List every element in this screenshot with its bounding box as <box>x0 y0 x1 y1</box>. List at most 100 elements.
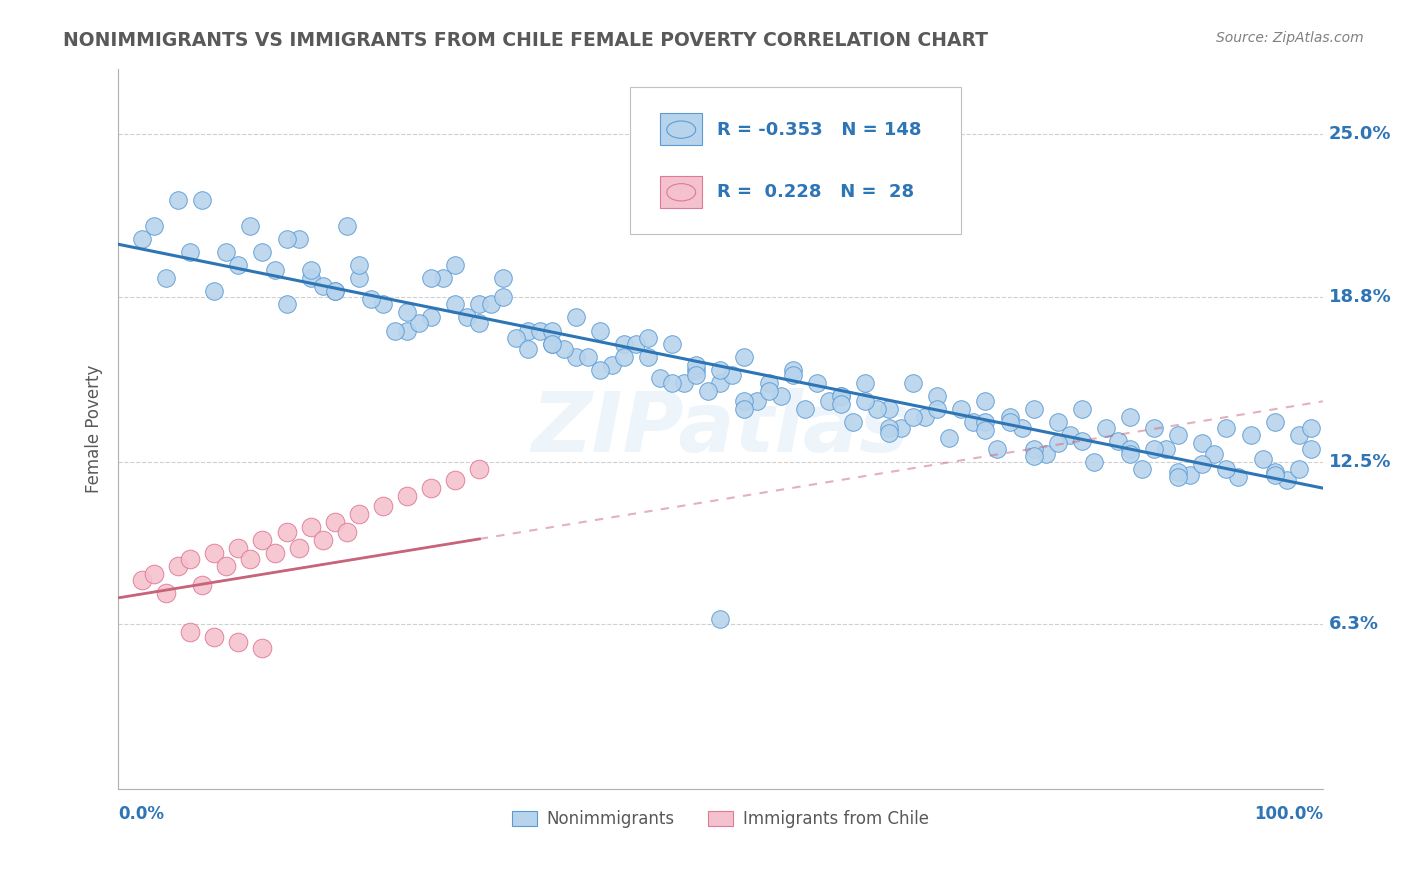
Point <box>1191 457 1213 471</box>
Point <box>1167 465 1189 479</box>
Point <box>396 305 419 319</box>
Point <box>179 551 201 566</box>
Point <box>685 368 707 383</box>
Point <box>143 219 166 233</box>
Point <box>540 324 562 338</box>
Point <box>1154 442 1177 456</box>
Point <box>890 420 912 434</box>
Point <box>758 384 780 398</box>
Point <box>613 350 636 364</box>
Point <box>371 297 394 311</box>
Point <box>155 585 177 599</box>
Point <box>540 336 562 351</box>
Point <box>1119 442 1142 456</box>
Point <box>1130 462 1153 476</box>
Point <box>998 410 1021 425</box>
Point <box>1070 402 1092 417</box>
Point <box>492 271 515 285</box>
Point <box>830 389 852 403</box>
Point <box>1059 428 1081 442</box>
Point <box>1022 402 1045 417</box>
Point <box>1191 436 1213 450</box>
Point <box>360 292 382 306</box>
Point <box>481 297 503 311</box>
Text: 0.0%: 0.0% <box>118 805 165 823</box>
Point <box>492 289 515 303</box>
Point <box>962 415 984 429</box>
Text: R =  0.228   N =  28: R = 0.228 N = 28 <box>717 183 914 202</box>
Point <box>769 389 792 403</box>
Point <box>312 279 335 293</box>
Point <box>179 244 201 259</box>
Point <box>1035 447 1057 461</box>
Point <box>323 515 346 529</box>
Text: NONIMMIGRANTS VS IMMIGRANTS FROM CHILE FEMALE POVERTY CORRELATION CHART: NONIMMIGRANTS VS IMMIGRANTS FROM CHILE F… <box>63 31 988 50</box>
Point <box>1288 462 1310 476</box>
Point <box>661 336 683 351</box>
Point <box>877 402 900 417</box>
Point <box>1046 415 1069 429</box>
Point <box>252 244 274 259</box>
Point <box>1011 420 1033 434</box>
Point <box>830 397 852 411</box>
Point <box>143 567 166 582</box>
Text: 25.0%: 25.0% <box>1329 125 1392 143</box>
Point <box>927 389 949 403</box>
Point <box>600 358 623 372</box>
Point <box>974 423 997 437</box>
Point <box>444 473 467 487</box>
Point <box>228 635 250 649</box>
Circle shape <box>666 121 696 138</box>
Point <box>131 573 153 587</box>
Point <box>806 376 828 390</box>
Point <box>1167 428 1189 442</box>
Point <box>1022 442 1045 456</box>
Point <box>215 244 238 259</box>
Point <box>986 442 1008 456</box>
Point <box>228 541 250 555</box>
Point <box>1239 428 1261 442</box>
Point <box>758 376 780 390</box>
Point <box>1119 447 1142 461</box>
Point <box>323 285 346 299</box>
Point <box>420 271 443 285</box>
Point <box>685 358 707 372</box>
Point <box>167 193 190 207</box>
Point <box>408 316 430 330</box>
Point <box>444 258 467 272</box>
Point <box>648 371 671 385</box>
Point <box>782 363 804 377</box>
Point <box>239 219 262 233</box>
Point <box>336 219 359 233</box>
Point <box>420 481 443 495</box>
Bar <box>659 176 702 208</box>
Point <box>1227 470 1250 484</box>
Point <box>733 350 755 364</box>
Point <box>299 271 322 285</box>
Point <box>540 336 562 351</box>
Point <box>252 640 274 655</box>
Point <box>1299 442 1322 456</box>
Point <box>276 525 298 540</box>
Point <box>782 368 804 383</box>
Point <box>1167 470 1189 484</box>
Point <box>927 402 949 417</box>
Point <box>1264 467 1286 482</box>
Point <box>468 297 491 311</box>
Point <box>516 342 538 356</box>
Point <box>202 546 225 560</box>
Point <box>817 394 839 409</box>
Point <box>276 232 298 246</box>
Point <box>336 525 359 540</box>
Point <box>202 630 225 644</box>
Text: 6.3%: 6.3% <box>1329 615 1379 633</box>
Point <box>1143 442 1166 456</box>
Point <box>468 462 491 476</box>
Point <box>529 324 551 338</box>
Point <box>323 285 346 299</box>
Point <box>565 310 588 325</box>
Point <box>215 559 238 574</box>
Text: 12.5%: 12.5% <box>1329 452 1392 471</box>
Text: 18.8%: 18.8% <box>1329 287 1392 306</box>
Point <box>637 350 659 364</box>
